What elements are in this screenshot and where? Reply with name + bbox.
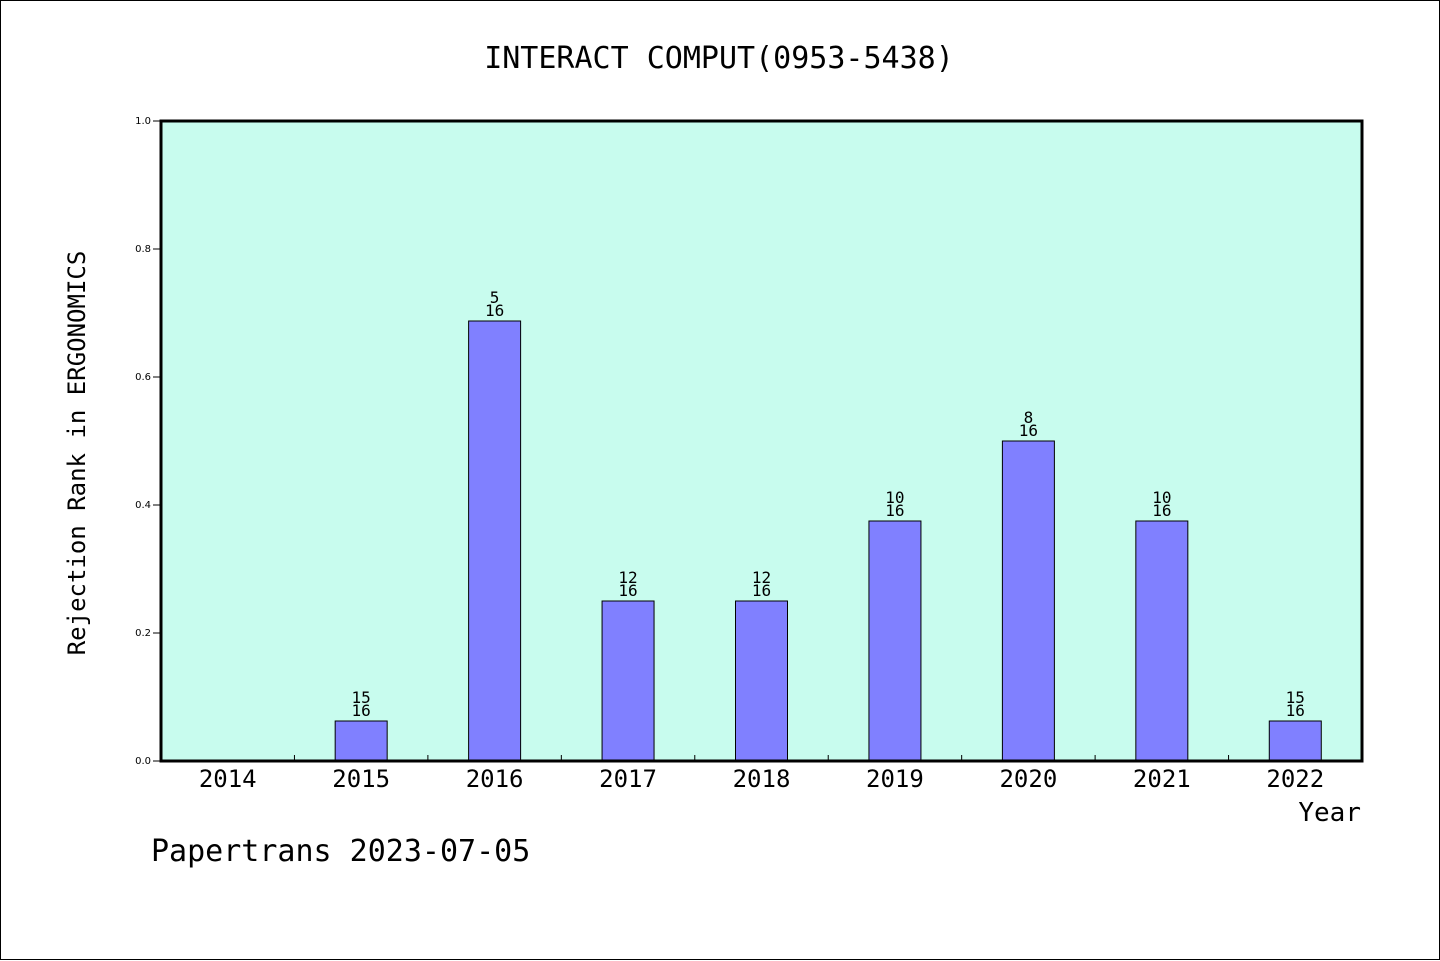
- bar-rank-label: 10: [1152, 488, 1171, 507]
- bar-total-label: 16: [1019, 421, 1038, 440]
- y-tick-label: 0.8: [135, 244, 151, 255]
- y-tick-label: 0.4: [135, 500, 151, 511]
- bar-rank-label: 15: [352, 688, 371, 707]
- bar-total-label: 16: [1152, 501, 1171, 520]
- bar-2017: [601, 600, 655, 762]
- bar-2015: [334, 720, 388, 762]
- bar-total-label: 16: [352, 701, 371, 720]
- bar-rank-label: 10: [885, 488, 904, 507]
- y-axis: 0.0 0.2 0.4 0.6 0.8 1.0: [135, 116, 161, 767]
- y-tick-label: 0.0: [135, 756, 151, 767]
- x-tick-label: 2019: [866, 765, 924, 793]
- y-tick-label: 0.2: [135, 628, 151, 639]
- bar-rank-label: 5: [490, 288, 500, 307]
- x-axis-label: Year: [1298, 798, 1361, 828]
- x-tick-label: 2018: [733, 765, 791, 793]
- bars-group: [334, 320, 1322, 762]
- plot-border: [159, 119, 1364, 763]
- bar-2016: [468, 320, 522, 762]
- y-tick-label: 1.0: [135, 116, 151, 127]
- bar-2022: [1268, 720, 1322, 762]
- x-tick-label: 2021: [1133, 765, 1191, 793]
- bar-total-label: 16: [885, 501, 904, 520]
- footer-credit: Papertrans 2023-07-05: [151, 834, 531, 869]
- x-tick-label: 2017: [599, 765, 657, 793]
- bar-2019: [868, 520, 922, 762]
- bar-2021: [1135, 520, 1189, 762]
- bar-2018: [735, 600, 788, 762]
- x-tick-label: 2015: [332, 765, 390, 793]
- y-axis-label: Rejection Rank in ERGONOMICS: [63, 251, 91, 656]
- bar-total-label: 16: [485, 301, 504, 320]
- chart-title: INTERACT COMPUT(0953-5438): [484, 41, 954, 76]
- bar-2020: [1001, 440, 1055, 762]
- y-tick-label: 0.6: [135, 372, 151, 383]
- x-tick-label: 2016: [466, 765, 524, 793]
- x-tick-label: 2014: [199, 765, 257, 793]
- bar-rank-label: 12: [752, 568, 771, 587]
- x-tick-label: 2022: [1266, 765, 1324, 793]
- bar-rank-label: 15: [1286, 688, 1305, 707]
- x-axis: 2014 2015 2016 2017 2018 2019 2020 2021 2022: [199, 755, 1324, 793]
- bar-rank-label: 8: [1024, 408, 1034, 427]
- bar-rank-label: 12: [618, 568, 637, 587]
- bar-total-label: 16: [1286, 701, 1305, 720]
- bar-total-label: 16: [618, 581, 637, 600]
- bar-total-label: 16: [752, 581, 771, 600]
- x-tick-label: 2020: [999, 765, 1057, 793]
